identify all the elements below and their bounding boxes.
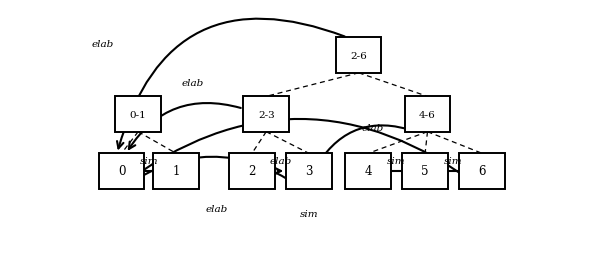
Text: elab: elab: [362, 124, 384, 133]
Text: 6: 6: [478, 165, 486, 178]
Text: 4: 4: [364, 165, 372, 178]
Text: elab: elab: [269, 156, 291, 165]
Text: 1: 1: [173, 165, 180, 178]
FancyBboxPatch shape: [154, 154, 199, 189]
FancyBboxPatch shape: [336, 38, 381, 73]
FancyBboxPatch shape: [345, 154, 391, 189]
Text: 2: 2: [248, 165, 256, 178]
Text: sim: sim: [444, 156, 463, 165]
FancyBboxPatch shape: [116, 97, 161, 132]
FancyBboxPatch shape: [244, 97, 289, 132]
Text: 3: 3: [305, 165, 313, 178]
Text: 0-1: 0-1: [130, 110, 146, 119]
Text: sim: sim: [140, 156, 158, 165]
FancyBboxPatch shape: [286, 154, 332, 189]
Text: sim: sim: [387, 156, 406, 165]
Text: 2-6: 2-6: [350, 51, 367, 60]
Text: 5: 5: [421, 165, 429, 178]
FancyBboxPatch shape: [459, 154, 505, 189]
Text: sim: sim: [300, 209, 318, 218]
FancyBboxPatch shape: [405, 97, 450, 132]
Text: 4-6: 4-6: [419, 110, 436, 119]
Text: elab: elab: [182, 79, 204, 88]
Text: elab: elab: [91, 40, 114, 49]
FancyBboxPatch shape: [99, 154, 144, 189]
Text: 2-3: 2-3: [258, 110, 275, 119]
FancyBboxPatch shape: [230, 154, 275, 189]
Text: 0: 0: [118, 165, 125, 178]
Text: elab: elab: [205, 204, 228, 213]
FancyBboxPatch shape: [402, 154, 448, 189]
